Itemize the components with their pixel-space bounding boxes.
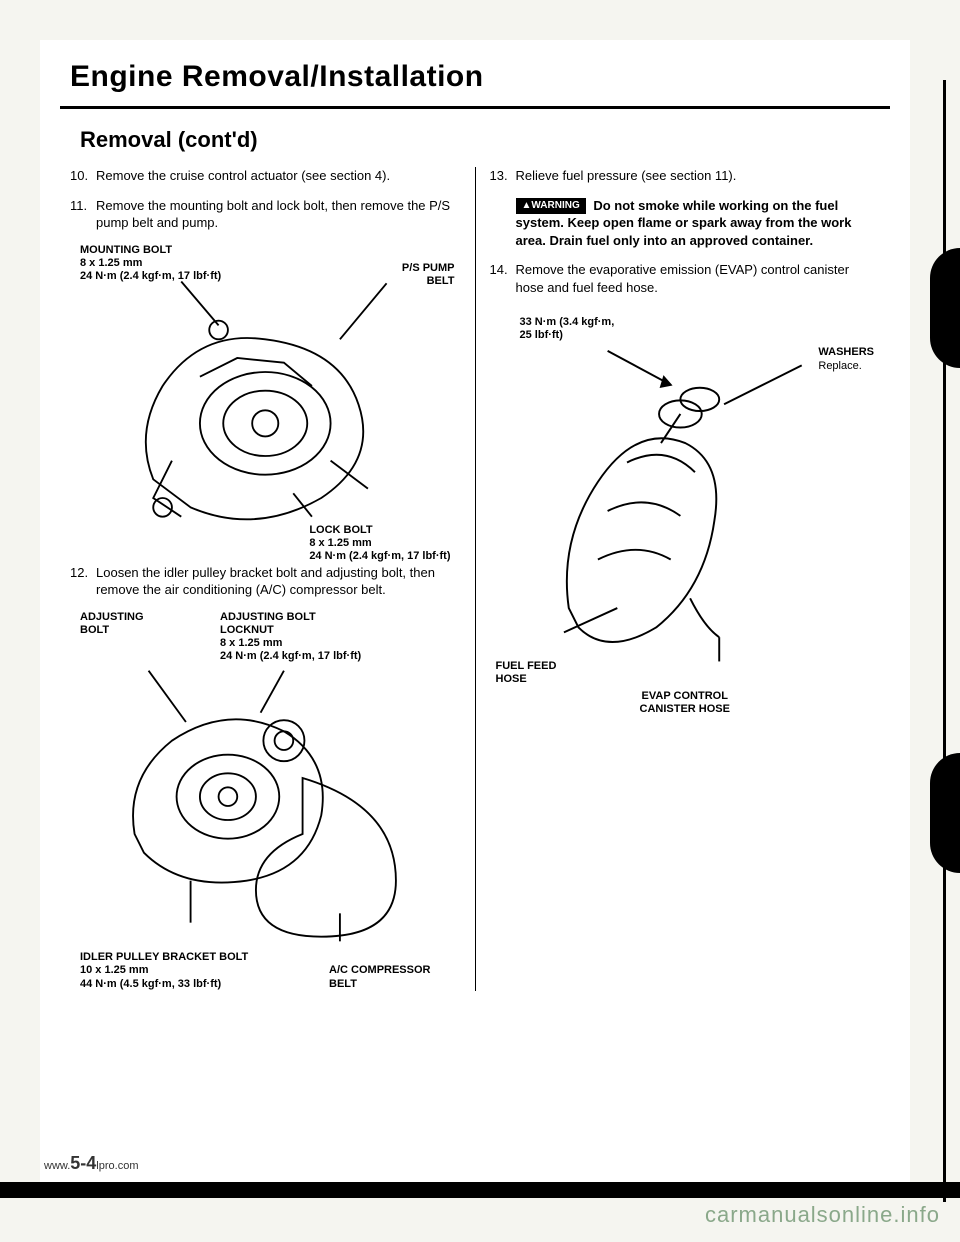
callout-fuel-feed: FUEL FEED HOSE xyxy=(496,660,557,686)
callout-lock-bolt: LOCK BOLT 8 x 1.25 mm 24 N·m (2.4 kgf·m,… xyxy=(309,524,450,564)
warning-block: ▲WARNING Do not smoke while working on t… xyxy=(490,197,881,250)
ac-compressor-diagram xyxy=(70,666,461,946)
bottom-bar xyxy=(0,1182,960,1198)
step-text: Relieve fuel pressure (see section 11). xyxy=(516,167,881,185)
step-text: Remove the evaporative emission (EVAP) c… xyxy=(516,261,881,296)
callout-evap: EVAP CONTROL CANISTER HOSE xyxy=(640,690,730,716)
step-10: 10. Remove the cruise control actuator (… xyxy=(70,167,461,185)
callout-torque: 33 N·m (3.4 kgf·m, 25 lbf·ft) xyxy=(520,316,615,342)
footer-left: www.5-4lpro.com xyxy=(44,1153,138,1174)
left-column: 10. Remove the cruise control actuator (… xyxy=(60,167,471,991)
column-divider xyxy=(475,167,476,991)
spine-line xyxy=(943,80,946,1202)
title-rule xyxy=(60,106,890,109)
step-text: Loosen the idler pulley bracket bolt and… xyxy=(96,564,461,599)
page-title: Engine Removal/Installation xyxy=(40,40,910,106)
ps-pump-diagram xyxy=(70,274,461,554)
callout-ac-belt: A/C COMPRESSOR BELT xyxy=(329,964,430,990)
step-11: 11. Remove the mounting bolt and lock bo… xyxy=(70,197,461,232)
figure-ac-compressor: ADJUSTING BOLT ADJUSTING BOLT LOCKNUT 8 … xyxy=(70,611,461,991)
page-number: 5-4 xyxy=(70,1153,96,1173)
step-number: 11. xyxy=(70,197,96,232)
step-14: 14. Remove the evaporative emission (EVA… xyxy=(490,261,881,296)
page-spine xyxy=(930,80,960,1202)
two-column-layout: 10. Remove the cruise control actuator (… xyxy=(40,167,910,991)
step-12: 12. Loosen the idler pulley bracket bolt… xyxy=(70,564,461,599)
warning-body: ▲WARNING Do not smoke while working on t… xyxy=(516,197,881,250)
watermark: carmanualsonline.info xyxy=(705,1202,940,1228)
figure-ps-pump: MOUNTING BOLT 8 x 1.25 mm 24 N·m (2.4 kg… xyxy=(70,244,461,564)
footer-site-suffix: lpro.com xyxy=(96,1160,138,1172)
step-13: 13. Relieve fuel pressure (see section 1… xyxy=(490,167,881,185)
spacer xyxy=(490,197,516,250)
callout-idler-bolt: IDLER PULLEY BRACKET BOLT 10 x 1.25 mm 4… xyxy=(80,951,248,991)
figure-fuel-hose: 33 N·m (3.4 kgf·m, 25 lbf·ft) WASHERS Re… xyxy=(490,316,881,716)
fuel-hose-diagram xyxy=(490,346,881,676)
callout-adjusting-locknut: ADJUSTING BOLT LOCKNUT 8 x 1.25 mm 24 N·… xyxy=(220,611,361,664)
warning-badge: ▲WARNING xyxy=(516,198,586,214)
step-number: 10. xyxy=(70,167,96,185)
callout-adjusting-bolt: ADJUSTING BOLT xyxy=(80,611,144,637)
footer-site-prefix: www. xyxy=(44,1160,70,1172)
right-column: 13. Relieve fuel pressure (see section 1… xyxy=(480,167,891,991)
step-number: 13. xyxy=(490,167,516,185)
page: Engine Removal/Installation Removal (con… xyxy=(40,40,910,1182)
step-number: 12. xyxy=(70,564,96,599)
page-subtitle: Removal (cont'd) xyxy=(40,127,910,167)
step-text: Remove the mounting bolt and lock bolt, … xyxy=(96,197,461,232)
step-number: 14. xyxy=(490,261,516,296)
step-text: Remove the cruise control actuator (see … xyxy=(96,167,461,185)
